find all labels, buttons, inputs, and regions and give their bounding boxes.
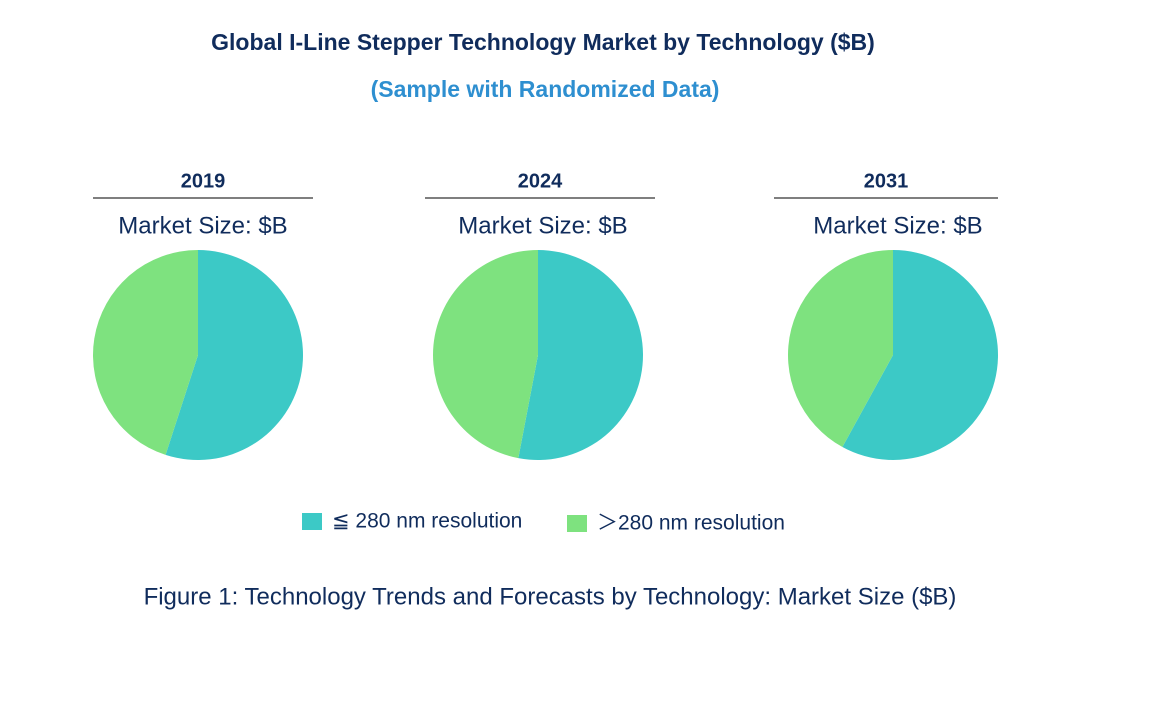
pie-slice (842, 250, 998, 460)
legend-swatch (567, 515, 587, 532)
pie-slice (432, 250, 538, 459)
legend-label: ≦ 280 nm resolution (332, 510, 522, 533)
pie-subtitle: Market Size: $B (458, 212, 627, 239)
pie-subtitle: Market Size: $B (118, 212, 287, 239)
legend-label: ＞280 nm resolution (597, 512, 785, 535)
legend-swatch (302, 513, 322, 530)
pie-slice (518, 250, 643, 460)
pie-title: 2031 (864, 170, 909, 192)
pie-title: 2024 (518, 170, 563, 192)
pie-slice (788, 250, 893, 448)
title: Global I-Line Stepper Technology Market … (211, 29, 875, 55)
subtitle: (Sample with Randomized Data) (371, 76, 720, 102)
pie-subtitle: Market Size: $B (813, 212, 982, 239)
caption: Figure 1: Technology Trends and Forecast… (144, 583, 957, 610)
pie-slice (165, 250, 304, 460)
pie-title: 2019 (181, 170, 226, 192)
pie-slice (93, 250, 198, 455)
